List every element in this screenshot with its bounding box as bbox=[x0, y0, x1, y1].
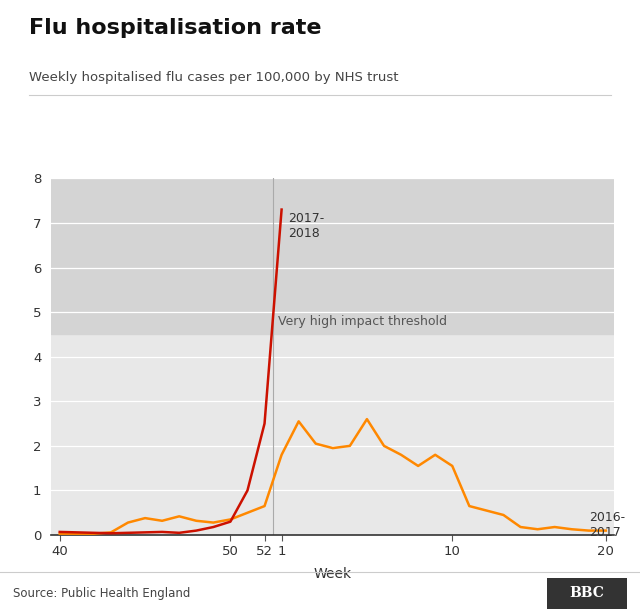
Text: Source: Public Health England: Source: Public Health England bbox=[13, 587, 190, 600]
Text: BBC: BBC bbox=[570, 587, 605, 600]
Text: 2017-
2018: 2017- 2018 bbox=[289, 212, 324, 240]
Bar bbox=[51, 178, 614, 335]
Text: Flu hospitalisation rate: Flu hospitalisation rate bbox=[29, 18, 321, 39]
X-axis label: Week: Week bbox=[314, 567, 352, 581]
Text: 2016-
2017: 2016- 2017 bbox=[589, 510, 625, 539]
Text: Weekly hospitalised flu cases per 100,000 by NHS trust: Weekly hospitalised flu cases per 100,00… bbox=[29, 71, 398, 84]
Text: Very high impact threshold: Very high impact threshold bbox=[278, 315, 447, 328]
